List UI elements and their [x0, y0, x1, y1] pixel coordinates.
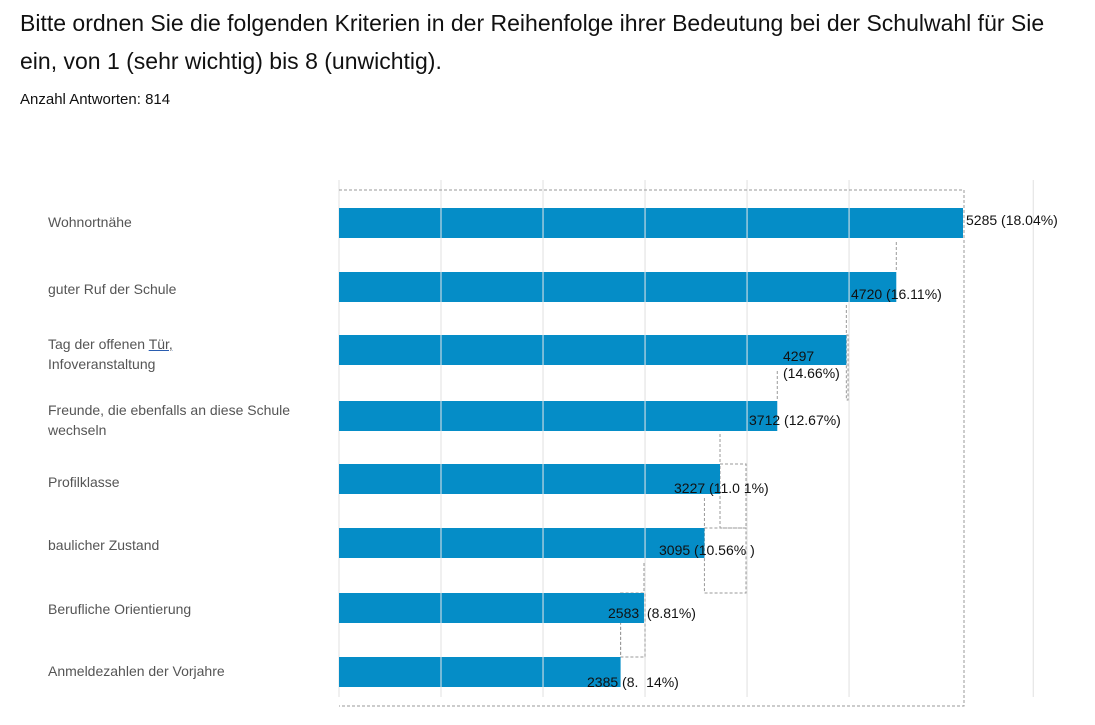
- bar: [339, 208, 963, 238]
- label-box-dashed: [845, 334, 849, 401]
- data-label: 3227 (11.0 1%): [674, 480, 769, 496]
- category-label-link: Tür,: [148, 336, 173, 352]
- question-title: Bitte ordnen Sie die folgenden Kriterien…: [20, 10, 1045, 74]
- bar: [339, 401, 778, 431]
- bars: [339, 208, 963, 687]
- category-label: guter Ruf der Schule: [48, 281, 177, 297]
- response-count: Anzahl Antworten: 814: [20, 91, 171, 108]
- data-label-value: 4297: [783, 348, 815, 364]
- category-label-part: Infoveranstaltung: [48, 356, 156, 372]
- category-label-part: Tag der offenen: [48, 336, 149, 352]
- label-leader-lines: [339, 189, 965, 707]
- data-label: 3095 (10.56% ): [659, 542, 755, 558]
- bar: [339, 464, 721, 494]
- category-label-part: wechseln: [48, 422, 107, 438]
- data-label: 4720 (16.11%): [851, 286, 942, 302]
- label-box-dashed: [703, 527, 747, 594]
- category-label: Berufliche Orientierung: [48, 601, 192, 617]
- data-label-percent: (14.66%): [783, 365, 840, 381]
- data-label: 2385 (8. 14%): [587, 674, 679, 690]
- category-label: Profilklasse: [48, 474, 120, 490]
- category-label: Anmeldezahlen der Vorjahre: [48, 663, 225, 679]
- bar: [339, 335, 847, 365]
- data-label: 3712 (12.67%): [749, 412, 841, 428]
- label-box-dashed: [719, 463, 747, 529]
- category-label: baulicher Zustand: [48, 537, 160, 553]
- data-label: 4297 (14.66%): [783, 348, 840, 382]
- category-label: Wohnortnähe: [48, 214, 132, 230]
- frame-dashed: [339, 189, 965, 707]
- bar: [339, 657, 621, 687]
- data-label: 2583 (8.81%): [608, 605, 696, 621]
- category-label: Freunde, die ebenfalls an diese Schule w…: [48, 400, 323, 440]
- bar: [339, 272, 897, 302]
- data-label: 5285 (18.04%): [966, 212, 1058, 228]
- category-label: Tag der offenen Tür, Infoveranstaltung: [48, 334, 323, 374]
- bar: [339, 528, 705, 558]
- bar: [339, 593, 644, 623]
- category-label-part: Freunde, die ebenfalls an diese Schule: [48, 402, 291, 418]
